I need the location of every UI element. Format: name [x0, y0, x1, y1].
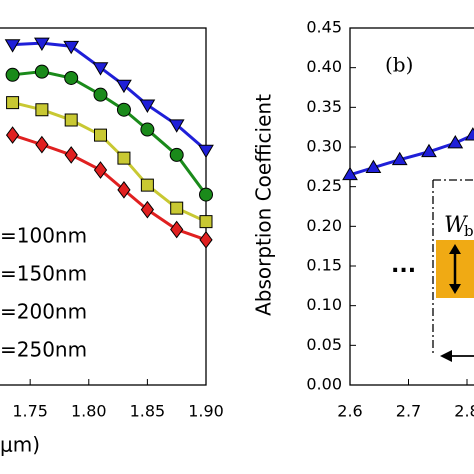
marker — [342, 166, 358, 181]
marker — [6, 96, 20, 110]
inset-w-sub: b — [464, 222, 474, 240]
plot-frame — [0, 27, 207, 386]
legend-label: =250nm — [0, 338, 87, 362]
legend-label: =200nm — [0, 300, 87, 324]
y-tick-label: 0.30 — [306, 137, 342, 156]
x-tick-label: 1.75 — [12, 402, 48, 421]
inset-arrow-heads — [449, 244, 461, 294]
marker — [4, 39, 21, 53]
y-tick-label: 0.20 — [306, 216, 342, 235]
marker — [198, 144, 214, 159]
marker — [93, 87, 108, 102]
marker — [94, 128, 107, 142]
marker — [140, 178, 154, 192]
marker — [64, 113, 78, 127]
marker — [116, 79, 132, 94]
marker — [64, 70, 79, 85]
marker — [34, 64, 49, 79]
marker — [34, 37, 50, 52]
marker — [116, 102, 131, 117]
marker — [199, 215, 213, 229]
marker — [139, 99, 156, 113]
marker — [199, 187, 213, 202]
marker — [447, 135, 464, 149]
y-tick-label: 0.45 — [306, 18, 342, 37]
x-tick-label: 1.85 — [130, 402, 166, 421]
marker — [93, 161, 108, 179]
legend-label: =150nm — [0, 262, 87, 286]
marker — [35, 103, 49, 117]
marker — [92, 62, 109, 76]
y-tick-label: 0.05 — [306, 335, 342, 354]
marker — [169, 147, 184, 162]
x-tick-label: 2.6 — [337, 402, 362, 421]
series-line — [12, 41, 207, 152]
marker — [117, 151, 131, 165]
inset-frame — [432, 179, 474, 355]
y-tick-label: 0.40 — [306, 57, 342, 76]
x-tick-label: 1.80 — [71, 402, 107, 421]
y-tick-label: 0.35 — [306, 97, 342, 116]
x-tick-label: 2.8 — [454, 402, 474, 421]
x-tick-label: 2.7 — [396, 402, 421, 421]
inset-w: W — [444, 213, 469, 238]
marker — [5, 67, 20, 82]
x-tick-label: 1.90 — [188, 402, 224, 421]
marker — [391, 151, 408, 166]
panel-label: (b) — [385, 53, 413, 77]
marker — [63, 40, 80, 55]
marker — [140, 200, 155, 219]
marker — [464, 127, 474, 141]
marker — [117, 181, 131, 199]
marker — [35, 135, 49, 154]
plot-frame — [349, 27, 474, 386]
marker — [199, 230, 213, 249]
marker — [64, 146, 78, 164]
inset-diagram: W b ... — [391, 179, 474, 362]
y-tick-label: 0.00 — [306, 375, 342, 394]
marker — [365, 159, 382, 174]
marker — [168, 119, 185, 133]
y-tick-label: 0.25 — [306, 176, 342, 195]
y-tick-label: 0.15 — [306, 256, 342, 275]
inset-bottom-arrow-head — [440, 350, 452, 362]
legend-label: =100nm — [0, 224, 87, 248]
marker — [170, 220, 184, 239]
y-tick-label: 0.10 — [306, 295, 342, 314]
x-axis-label: μm) — [0, 433, 40, 457]
marker — [170, 201, 184, 215]
marker — [421, 143, 437, 158]
y-axis-label: Absorption Coefficient — [252, 94, 276, 316]
marker — [140, 122, 155, 137]
inset-dots: ... — [391, 253, 416, 278]
marker — [5, 126, 20, 144]
